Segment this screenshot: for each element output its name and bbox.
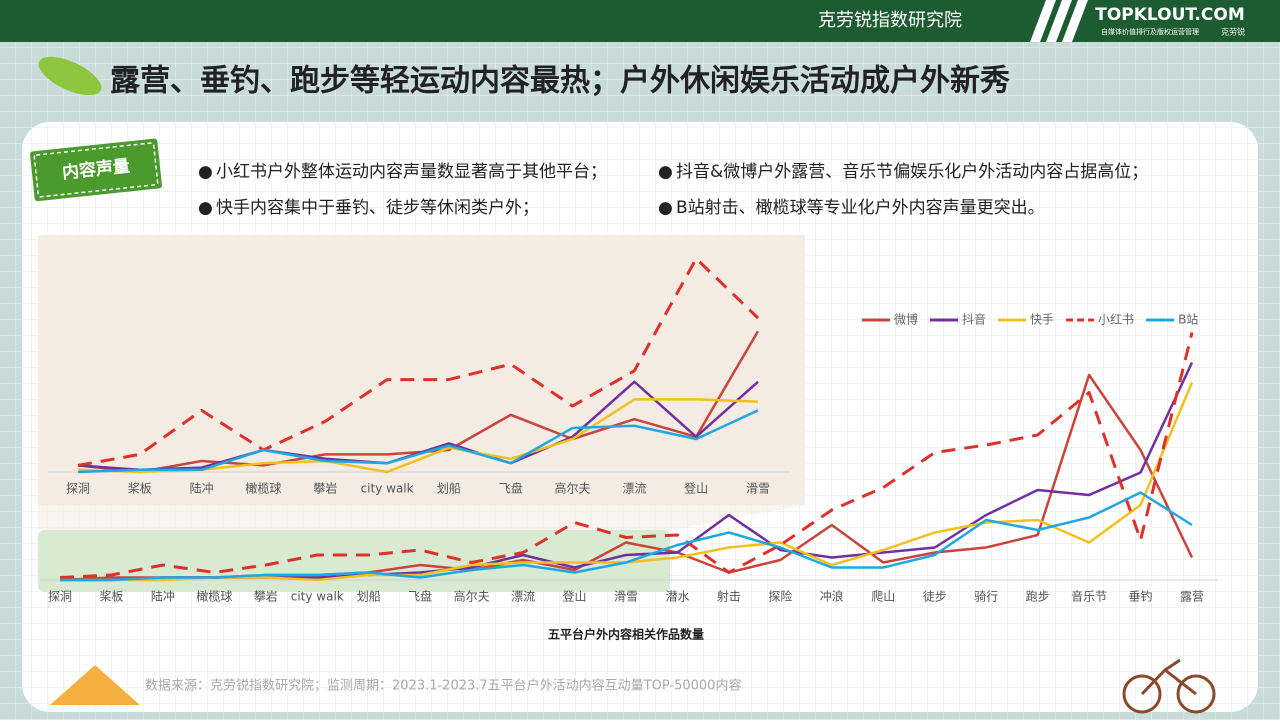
bullet-text: 抖音&微博户外露营、音乐节偏娱乐化户外活动内容占据高位；	[676, 162, 1148, 182]
legend-label: 微博	[894, 312, 918, 327]
bullet: ●	[198, 198, 213, 218]
bullet-text: B站射击、橄榄球等专业化户外内容声量更突出。	[676, 198, 1045, 218]
leaf	[38, 56, 102, 96]
x-tick-label: 探洞	[66, 482, 90, 496]
x-tick-label: 飞盘	[499, 481, 523, 496]
x-tick-label: 划船	[437, 482, 461, 496]
inset-panel	[38, 235, 805, 505]
x-tick-label: 桨板	[128, 482, 152, 496]
x-tick-label: city walk	[291, 590, 344, 604]
x-tick-label: 攀岩	[313, 481, 337, 496]
bullet-text: 小红书户外整体运动内容声量数显著高于其他平台；	[216, 162, 607, 182]
series-line	[60, 491, 1193, 582]
x-tick-label: 滑雪	[614, 590, 638, 604]
x-tick-label: 音乐节	[1071, 589, 1107, 604]
x-tick-label: 橄榄球	[196, 589, 232, 604]
x-tick-label: 漂流	[622, 482, 646, 496]
x-tick-label: 骑行	[974, 590, 998, 604]
x-tick-label: 划船	[357, 590, 381, 604]
bullet: ●	[658, 198, 673, 218]
x-axis-label: 五平台户外内容相关作品数量	[548, 627, 704, 642]
bike	[1122, 658, 1216, 714]
legend-label: 抖音	[962, 312, 986, 327]
x-tick-label: 爬山	[871, 590, 895, 604]
bullet-text: 快手内容集中于垂钓、徒步等休闲类户外；	[216, 198, 539, 218]
x-tick-label: 高尔夫	[454, 589, 490, 604]
source: 数据来源：克劳锐指数研究院；监测周期：2023.1-2023.7五平台户外活动内…	[145, 678, 741, 694]
x-tick-label: 跑步	[1026, 590, 1050, 604]
x-tick-label: 桨板	[99, 590, 123, 604]
x-tick-label: 射击	[717, 589, 741, 604]
bullet: ●	[198, 162, 213, 182]
header-org: 克劳锐指数研究院	[818, 10, 962, 31]
legend-label: B站	[1178, 313, 1198, 327]
logo-sub: 自媒体价值排行及版权运营管理	[1101, 27, 1199, 36]
x-tick-label: 漂流	[511, 590, 535, 604]
x-tick-label: 徒步	[923, 590, 947, 604]
x-tick-label: 飞盘	[408, 589, 432, 604]
x-tick-label: 露营	[1180, 590, 1204, 604]
legend-label: 快手	[1030, 313, 1054, 327]
x-tick-label: 橄榄球	[245, 481, 281, 496]
x-tick-label: 攀岩	[254, 589, 278, 604]
zoom-connector	[38, 505, 805, 530]
x-tick-label: 陆冲	[190, 481, 214, 496]
x-tick-label: 垂钓	[1129, 590, 1153, 604]
x-tick-label: 登山	[684, 481, 708, 496]
x-tick-label: 冲浪	[820, 589, 844, 604]
x-tick-label: 滑雪	[746, 482, 770, 496]
title: 露营、垂钓、跑步等轻运动内容最热；户外休闲娱乐活动成户外新秀	[110, 64, 1010, 99]
logo-slashes	[1030, 0, 1088, 42]
x-tick-label: 探洞	[48, 590, 72, 604]
x-tick-label: city walk	[361, 482, 414, 496]
x-tick-label: 登山	[563, 589, 587, 604]
x-tick-label: 高尔夫	[555, 481, 591, 496]
x-tick-label: 潜水	[665, 590, 689, 604]
logo-tag: 克劳锐	[1221, 27, 1245, 37]
tent	[50, 665, 140, 705]
series-line	[77, 257, 760, 467]
bullet: ●	[658, 162, 673, 182]
logo: TOPKLOUT.COM	[1095, 5, 1244, 25]
legend-label: 小红书	[1098, 312, 1134, 327]
series-line	[59, 332, 1194, 579]
zoom-region	[38, 530, 670, 592]
x-tick-label: 探险	[768, 589, 792, 604]
series-line	[77, 409, 759, 474]
x-tick-label: 陆冲	[151, 589, 175, 604]
header-bar	[0, 0, 1280, 42]
badge: 内容声量	[30, 138, 162, 202]
